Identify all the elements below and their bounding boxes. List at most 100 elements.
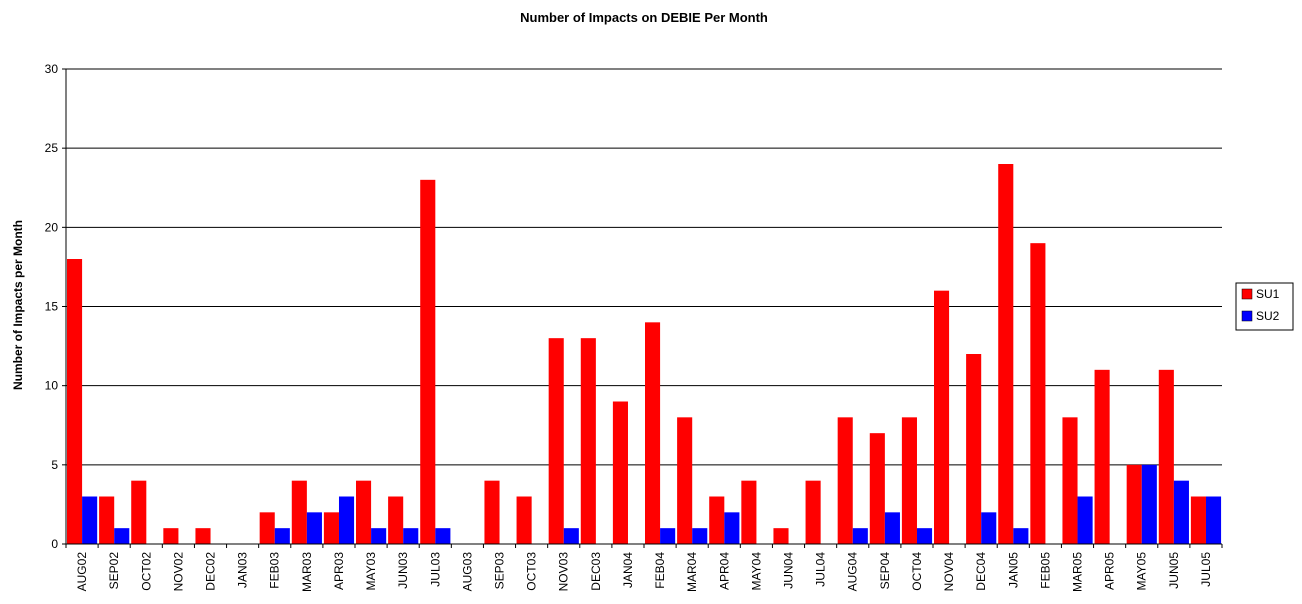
y-tick-label: 25: [45, 141, 59, 155]
x-tick-label: AUG04: [846, 552, 860, 592]
bar: [1062, 417, 1078, 544]
x-tick-label: MAR03: [300, 552, 314, 592]
bar: [306, 512, 322, 544]
bar: [660, 528, 676, 544]
bar: [805, 480, 821, 544]
y-tick-label: 5: [51, 458, 58, 472]
bar: [901, 417, 917, 544]
bar: [420, 179, 436, 545]
bar: [1077, 496, 1093, 544]
bar: [403, 528, 419, 544]
x-tick-label: AUG02: [75, 552, 89, 592]
legend-label: SU1: [1256, 287, 1280, 301]
bar: [114, 528, 130, 544]
bar: [1126, 464, 1142, 544]
bar: [388, 496, 404, 544]
bar: [131, 480, 147, 544]
bar: [484, 480, 500, 544]
y-axis-label: Number of Impacts per Month: [11, 220, 25, 390]
x-tick-label: NOV03: [557, 552, 571, 592]
bar: [869, 433, 885, 544]
bar: [82, 496, 98, 544]
bar: [1094, 369, 1110, 544]
bar: [67, 259, 83, 544]
bar: [259, 512, 275, 544]
bar: [338, 496, 355, 544]
x-tick-label: OCT02: [139, 552, 153, 591]
x-tick-label: AUG03: [460, 552, 474, 592]
bar: [724, 512, 740, 544]
bar: [677, 417, 693, 544]
x-tick-label: JAN04: [621, 552, 635, 588]
bar: [773, 528, 789, 544]
x-tick-label: FEB05: [1038, 552, 1052, 589]
x-tick-label: DEC04: [974, 552, 988, 591]
bar: [837, 417, 853, 544]
x-tick-label: APR03: [332, 552, 346, 590]
x-tick-label: JUN05: [1167, 552, 1181, 589]
bar: [1205, 496, 1222, 544]
x-tick-label: JUL03: [428, 552, 442, 587]
x-tick-label: MAR04: [685, 552, 699, 592]
x-tick-label: JUN03: [396, 552, 410, 589]
bar: [195, 528, 211, 544]
legend-swatch: [1241, 288, 1253, 300]
x-tick-label: MAY04: [749, 552, 763, 591]
x-tick-label: JUL04: [814, 552, 828, 587]
x-tick-label: OCT03: [525, 552, 539, 591]
x-tick-label: NOV02: [171, 552, 185, 592]
bar: [884, 512, 900, 544]
bar: [1030, 243, 1046, 544]
legend-label: SU2: [1256, 309, 1280, 323]
x-tick-label: SEP02: [107, 552, 121, 590]
x-tick-label: APR05: [1103, 552, 1117, 590]
bar: [163, 528, 179, 544]
x-tick-label: JAN03: [236, 552, 250, 588]
y-tick-label: 30: [45, 62, 59, 76]
bar: [548, 338, 564, 544]
bar: [981, 512, 997, 544]
x-tick-label: FEB03: [268, 552, 282, 589]
y-tick-label: 15: [45, 300, 59, 314]
y-tick-label: 0: [51, 537, 58, 551]
y-tick-label: 20: [45, 220, 59, 234]
bar: [966, 354, 982, 544]
bar: [563, 528, 579, 544]
bar: [356, 480, 372, 544]
bar: [323, 512, 339, 544]
x-tick-label: NOV04: [942, 552, 956, 592]
bar: [1141, 464, 1157, 544]
y-tick-label: 10: [45, 379, 59, 393]
chart-title: Number of Impacts on DEBIE Per Month: [520, 10, 768, 25]
x-tick-label: APR04: [717, 552, 731, 590]
x-tick-label: FEB04: [653, 552, 667, 589]
x-tick-label: DEC03: [589, 552, 603, 591]
bar: [645, 322, 661, 544]
bar: [1173, 480, 1189, 544]
x-tick-label: OCT04: [910, 552, 924, 591]
bar: [274, 528, 290, 544]
bar: [709, 496, 725, 544]
legend-swatch: [1241, 310, 1253, 322]
bar: [99, 496, 115, 544]
x-tick-label: MAR05: [1071, 552, 1085, 592]
bar: [998, 164, 1014, 544]
bar: [692, 528, 708, 544]
bar: [516, 496, 532, 544]
x-tick-label: JUN04: [782, 552, 796, 589]
bar: [580, 338, 596, 544]
bar: [741, 480, 757, 544]
bar: [916, 528, 933, 544]
bar: [1158, 369, 1174, 544]
x-tick-label: JAN05: [1006, 552, 1020, 588]
bar: [852, 528, 868, 544]
bar: [291, 480, 307, 544]
x-tick-label: MAY05: [1135, 552, 1149, 591]
x-tick-label: JUL05: [1199, 552, 1213, 587]
bar: [612, 401, 628, 544]
bar: [371, 528, 387, 544]
bar: [1190, 496, 1206, 544]
bar: [934, 290, 950, 544]
bar: [435, 528, 451, 544]
